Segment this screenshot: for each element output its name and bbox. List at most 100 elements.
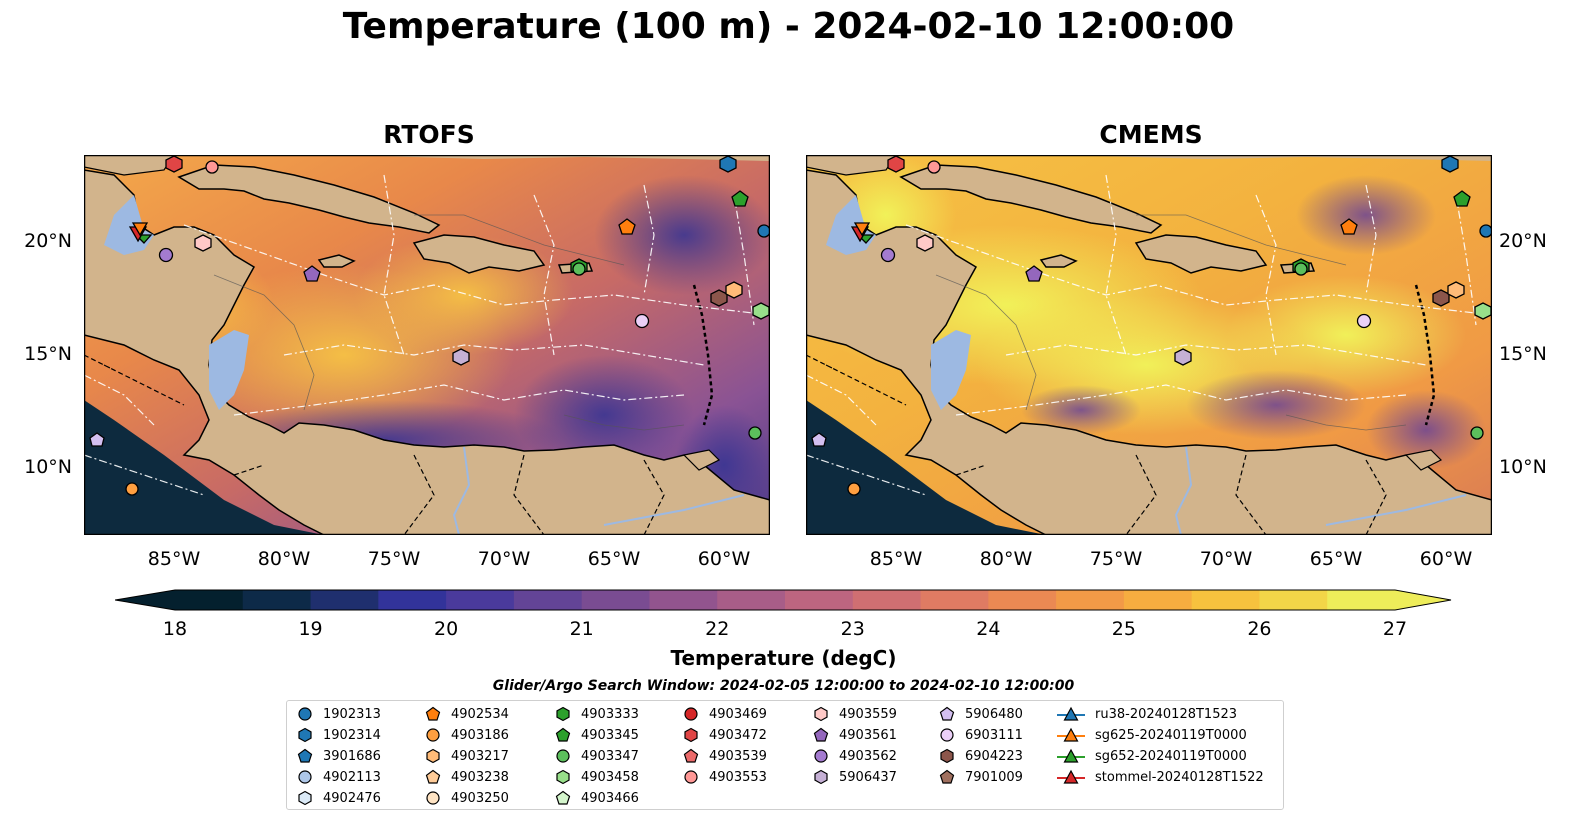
legend-item: 4903472 xyxy=(683,725,767,745)
lat-tick-label-left: 15°N xyxy=(24,343,72,365)
legend-item: stommel-20240128T1522 xyxy=(1057,767,1264,787)
legend-item: 4902534 xyxy=(425,704,509,724)
colorbar-tick-label: 22 xyxy=(705,618,730,640)
lon-tick-label-right: 70°W xyxy=(1199,548,1253,570)
colorbar-tick-label: 24 xyxy=(976,618,1001,640)
lon-tick-label-left: 60°W xyxy=(697,548,751,570)
map-panel-cmems xyxy=(806,155,1492,535)
legend-item-label: 4903539 xyxy=(709,748,767,764)
legend-item-label: 4903562 xyxy=(839,748,897,764)
legend-item: 4903458 xyxy=(555,767,639,787)
legend-item-label: 4903458 xyxy=(581,769,639,785)
colorbar-segment xyxy=(1191,590,1260,610)
lat-tick-label-left: 20°N xyxy=(24,230,72,252)
legend-item-label: 1902313 xyxy=(323,706,381,722)
colorbar-extend-low xyxy=(115,590,175,610)
legend-item: 3901686 xyxy=(297,746,381,766)
legend-item-label: 1902314 xyxy=(323,727,381,743)
colorbar-segment xyxy=(175,590,244,610)
legend-item-label: 4903250 xyxy=(451,790,509,806)
legend-item: 4903562 xyxy=(813,746,897,766)
colorbar-extend-high xyxy=(1395,590,1451,610)
legend-item-label: stommel-20240128T1522 xyxy=(1095,769,1264,785)
legend-item-label: 4903472 xyxy=(709,727,767,743)
colorbar-segment xyxy=(717,590,786,610)
colorbar-segment xyxy=(1327,590,1396,610)
legend-item-label: 4903469 xyxy=(709,706,767,722)
colorbar-segment xyxy=(785,590,854,610)
legend-item: 4903553 xyxy=(683,767,767,787)
legend-item: 1902314 xyxy=(297,725,381,745)
legend-item: 4903561 xyxy=(813,725,897,745)
legend-item-label: 4903553 xyxy=(709,769,767,785)
legend-item-label: 5906480 xyxy=(965,706,1023,722)
legend-item: 4903345 xyxy=(555,725,639,745)
colorbar-outline xyxy=(115,589,1452,611)
colorbar-segment xyxy=(649,590,718,610)
colorbar-segment xyxy=(446,590,515,610)
legend-item: 4903217 xyxy=(425,746,509,766)
lon-tick-label-right: 65°W xyxy=(1309,548,1363,570)
lon-tick-label-left: 75°W xyxy=(367,548,421,570)
legend-item: sg652-20240119T0000 xyxy=(1057,746,1247,766)
legend-item-label: 4902534 xyxy=(451,706,509,722)
colorbar-segment xyxy=(1259,590,1328,610)
lon-tick-label-left: 70°W xyxy=(477,548,531,570)
legend-item-label: 4902113 xyxy=(323,769,381,785)
lat-tick-label-left: 10°N xyxy=(24,456,72,478)
legend: 1902313 1902314 3901686 4902113 4902476 49025… xyxy=(286,700,1284,810)
colorbar-tick-label: 21 xyxy=(569,618,594,640)
lon-tick-label-left: 85°W xyxy=(147,548,201,570)
temperature-colorbar xyxy=(115,589,1452,611)
legend-item: ru38-20240128T1523 xyxy=(1057,704,1237,724)
map-panel-rtofs xyxy=(84,155,770,535)
colorbar-label: Temperature (degC) xyxy=(670,646,897,670)
legend-item: 4903186 xyxy=(425,725,509,745)
colorbar-segment xyxy=(988,590,1057,610)
legend-item-label: 7901009 xyxy=(965,769,1023,785)
colorbar-segment xyxy=(242,590,312,610)
colorbar-tick-label: 18 xyxy=(162,618,188,640)
legend-item-label: 4903345 xyxy=(581,727,639,743)
legend-item: 4903333 xyxy=(555,704,639,724)
lat-tick-label-right: 20°N xyxy=(1499,230,1547,252)
figure-title: Temperature (100 m) - 2024-02-10 12:00:0… xyxy=(342,6,1235,47)
lon-tick-label-right: 85°W xyxy=(869,548,923,570)
legend-item: 4902113 xyxy=(297,767,381,787)
lon-tick-label-right: 60°W xyxy=(1419,548,1473,570)
lat-tick-label-right: 10°N xyxy=(1499,456,1547,478)
lon-tick-label-right: 80°W xyxy=(979,548,1033,570)
legend-item: 4903238 xyxy=(425,767,509,787)
colorbar-segment xyxy=(378,590,447,610)
legend-item-label: 4903466 xyxy=(581,790,639,806)
lon-tick-label-left: 65°W xyxy=(587,548,641,570)
colorbar-tick-label: 19 xyxy=(298,618,323,640)
colorbar-segment xyxy=(310,590,379,610)
legend-item-label: 6904223 xyxy=(965,748,1023,764)
legend-item: 7901009 xyxy=(939,767,1023,787)
legend-item: 6904223 xyxy=(939,746,1023,766)
legend-item: 5906480 xyxy=(939,704,1023,724)
legend-item-label: 3901686 xyxy=(323,748,381,764)
legend-item-label: ru38-20240128T1523 xyxy=(1095,706,1238,722)
lat-tick-label-right: 15°N xyxy=(1499,343,1547,365)
legend-item: 4903469 xyxy=(683,704,767,724)
legend-item-label: 4903561 xyxy=(839,727,897,743)
lon-tick-label-right: 75°W xyxy=(1089,548,1143,570)
legend-item-label: 4903238 xyxy=(451,769,509,785)
legend-item-label: sg652-20240119T0000 xyxy=(1095,748,1247,764)
colorbar-tick-label: 27 xyxy=(1382,618,1408,640)
colorbar-tick-label: 20 xyxy=(434,618,459,640)
legend-item-label: 4903217 xyxy=(451,748,509,764)
legend-item-label: 6903111 xyxy=(965,727,1023,743)
legend-item-label: 4903559 xyxy=(839,706,897,722)
legend-item: 4902476 xyxy=(297,788,381,808)
legend-title: Glider/Argo Search Window: 2024-02-05 12… xyxy=(492,678,1075,694)
legend-item-label: 4902476 xyxy=(323,790,381,806)
colorbar-tick-label: 26 xyxy=(1247,618,1272,640)
legend-item: 4903250 xyxy=(425,788,509,808)
lon-tick-label-left: 80°W xyxy=(257,548,311,570)
legend-item-label: 4903333 xyxy=(581,706,639,722)
colorbar-tick-label: 25 xyxy=(1111,618,1136,640)
legend-item: sg625-20240119T0000 xyxy=(1057,725,1247,745)
